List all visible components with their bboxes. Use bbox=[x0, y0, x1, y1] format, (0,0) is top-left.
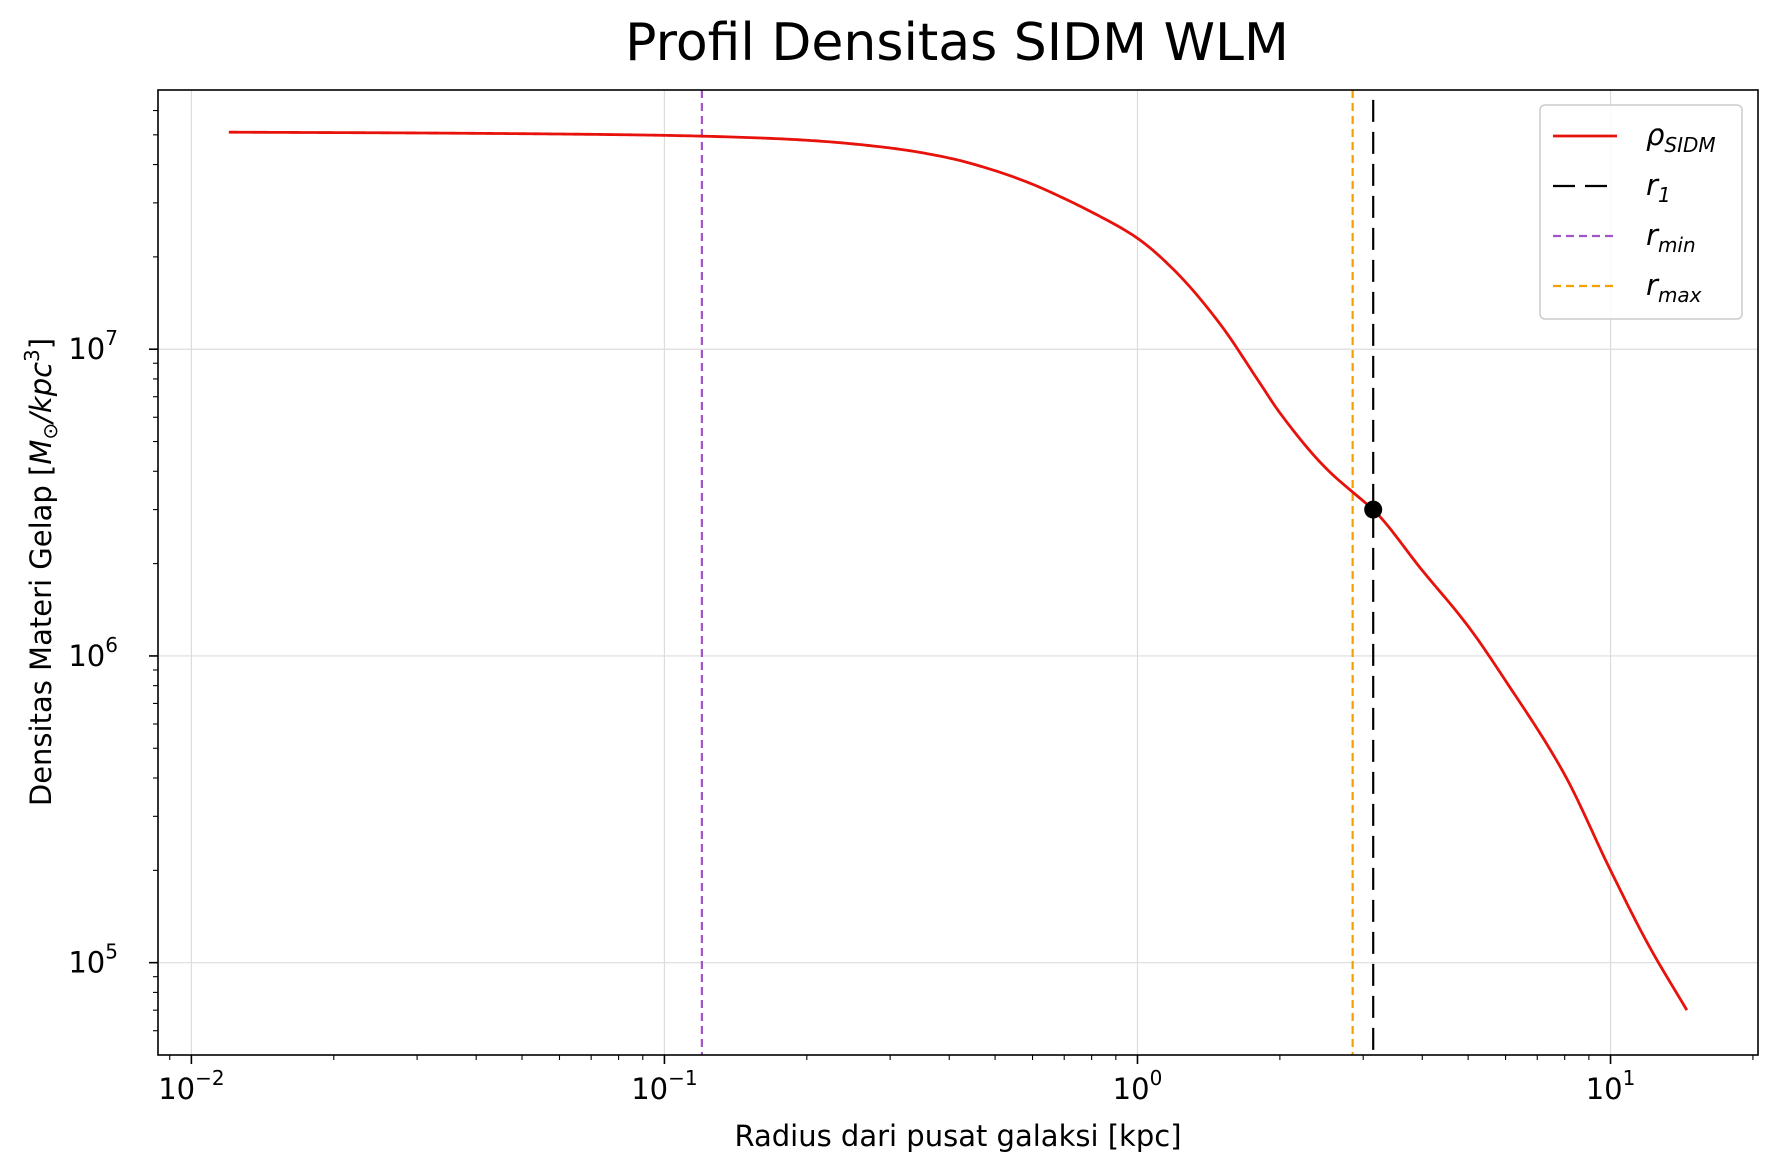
y-tick-label: 107 bbox=[68, 326, 118, 366]
y-axis-label-main: Densitas Materi Gelap [ bbox=[24, 465, 58, 806]
legend-label-rho-sidm: ρSIDM bbox=[1646, 118, 1716, 157]
legend-label-r1: r1 bbox=[1646, 168, 1671, 207]
y-tick-label: 106 bbox=[68, 633, 118, 673]
y-axis-label-power: 3 bbox=[20, 349, 44, 362]
y-axis-label-unit: /kpc bbox=[24, 362, 58, 426]
vertical-reference-lines bbox=[700, 90, 1375, 1055]
y-axis-label-close: ] bbox=[24, 338, 58, 349]
legend-label-rmax: rmax bbox=[1646, 268, 1702, 307]
minor-ticks bbox=[153, 109, 1754, 1060]
r1-density-point bbox=[1364, 500, 1383, 519]
marker-points bbox=[1364, 500, 1383, 519]
y-axis-label-sun: ⊙ bbox=[38, 423, 62, 440]
x-tick-label: 10−1 bbox=[631, 1066, 697, 1106]
series-lines bbox=[228, 130, 1689, 1011]
legend-label-rmin: rmin bbox=[1646, 218, 1696, 257]
plot-area-frame bbox=[157, 89, 1759, 1056]
y-axis-label: Densitas Materi Gelap [M⊙/kpc3] bbox=[20, 338, 62, 806]
x-tick-label: 10−2 bbox=[158, 1066, 224, 1106]
y-axis-ticks: 105 106 107 bbox=[68, 326, 158, 980]
legend: ρSIDM r1 rmin rmax bbox=[1539, 104, 1743, 320]
y-tick-label: 105 bbox=[68, 940, 118, 980]
x-tick-label: 101 bbox=[1586, 1066, 1636, 1106]
chart-title: Profil Densitas SIDM WLM bbox=[625, 13, 1289, 73]
grid bbox=[158, 90, 1758, 1055]
x-axis-ticks: 10−2 10−1 100 101 bbox=[158, 1055, 1635, 1106]
legend-box bbox=[1539, 104, 1743, 320]
x-axis-label: Radius dari pusat galaksi [kpc] bbox=[734, 1119, 1181, 1153]
series-line-rho-sidm bbox=[228, 130, 1689, 1011]
y-axis-label-m: M bbox=[24, 440, 58, 465]
x-tick-label: 100 bbox=[1113, 1066, 1163, 1106]
